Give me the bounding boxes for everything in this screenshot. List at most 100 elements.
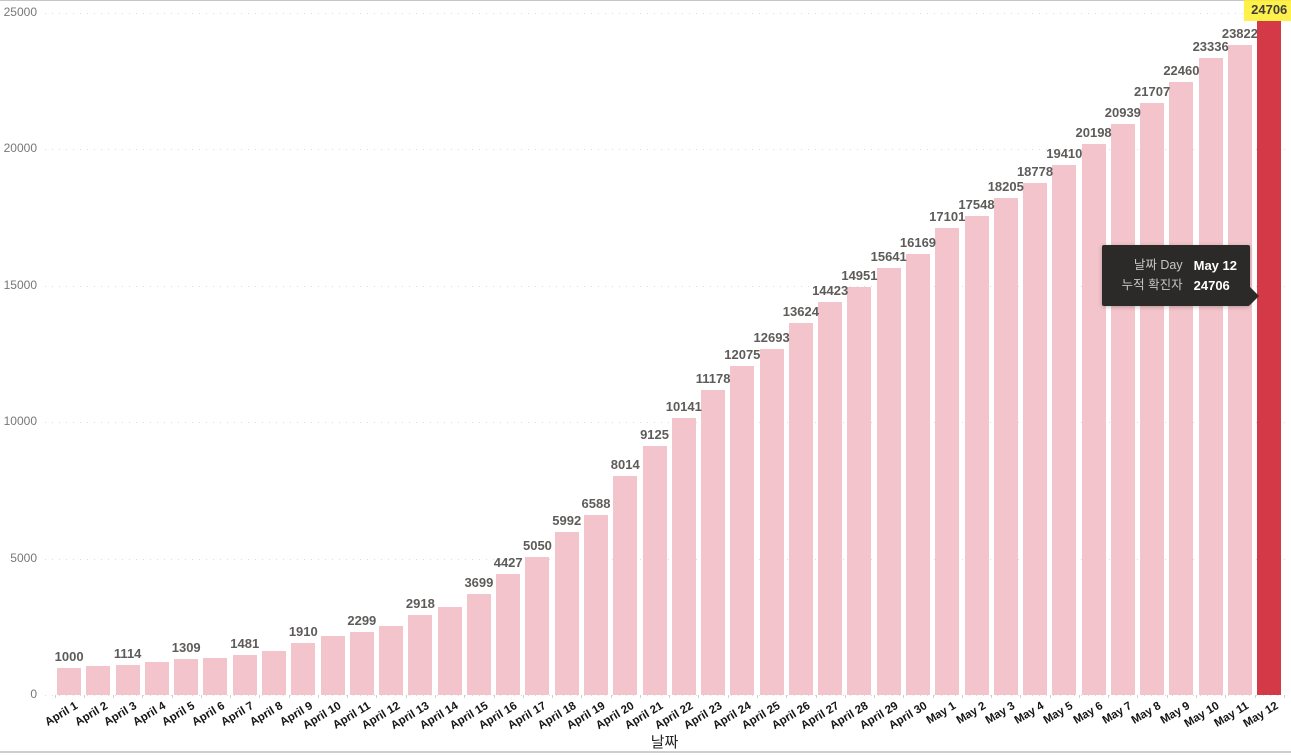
bar-data-label: 20198 [1075, 124, 1112, 140]
highlighted-data-label: 24706 [1244, 0, 1291, 22]
x-axis-tick [493, 695, 495, 698]
top-divider [0, 0, 1291, 1]
gridline [45, 149, 1291, 151]
bar-data-label: 19410 [1046, 146, 1083, 162]
bar-data-label: 2299 [347, 613, 377, 629]
x-axis-tick [464, 695, 466, 698]
bar-data-label: 13624 [782, 304, 819, 320]
bar[interactable] [701, 390, 726, 695]
x-axis-tick [932, 695, 934, 698]
x-axis-tick [844, 695, 846, 698]
bar-data-label: 22460 [1163, 63, 1200, 79]
bar[interactable] [642, 446, 667, 695]
x-axis-tick [200, 695, 202, 698]
x-axis-title: 날짜 [650, 734, 679, 751]
bar[interactable] [262, 650, 287, 695]
bar[interactable] [993, 198, 1018, 695]
x-axis-label: May 2 [954, 700, 988, 727]
bar[interactable] [1110, 123, 1135, 695]
bar-data-label: 2918 [405, 596, 435, 612]
gridline [45, 558, 1291, 560]
bar[interactable] [759, 348, 784, 695]
gridline [45, 695, 1291, 696]
bar-data-label: 17548 [958, 197, 995, 213]
y-axis-tick-label: 25000 [3, 5, 37, 19]
bar[interactable] [671, 418, 696, 695]
bar-data-label: 23822 [1221, 26, 1258, 42]
bar[interactable] [466, 594, 491, 695]
bar[interactable] [115, 664, 140, 695]
bar-data-label: 18778 [1016, 163, 1054, 179]
bar[interactable] [525, 557, 550, 695]
bar[interactable] [964, 216, 989, 695]
x-axis-tick [1020, 695, 1022, 698]
bar[interactable] [232, 654, 257, 695]
tooltip-day-value: May 12 [1193, 258, 1237, 273]
x-axis-tick [1166, 695, 1168, 698]
tooltip-total-value: 24706 [1193, 278, 1230, 293]
bar-data-label: 9125 [640, 427, 669, 443]
bar[interactable] [1257, 21, 1282, 695]
x-axis-tick [171, 695, 173, 698]
bar[interactable] [818, 301, 843, 695]
bar[interactable] [349, 632, 374, 695]
y-axis-tick-label: 0 [30, 687, 37, 701]
bar[interactable] [437, 606, 462, 695]
bar[interactable] [935, 228, 960, 695]
x-axis-tick [83, 695, 85, 698]
bar[interactable] [1052, 165, 1077, 695]
bar[interactable] [730, 365, 755, 695]
x-axis-tick [669, 695, 671, 698]
bar[interactable] [1169, 82, 1194, 695]
x-axis-label: May 1 [924, 700, 959, 727]
x-axis-label: April 6 [189, 700, 227, 729]
bar-data-label: 12075 [724, 346, 761, 362]
x-axis-label: April 3 [102, 700, 139, 729]
bar-data-label: 3699 [464, 575, 494, 591]
x-axis-tick [639, 695, 641, 698]
bar[interactable] [1081, 143, 1106, 695]
bar[interactable] [1023, 182, 1048, 695]
x-axis-tick [259, 695, 261, 698]
bar[interactable] [1198, 58, 1223, 695]
bar[interactable] [320, 636, 345, 695]
bar[interactable] [876, 268, 901, 695]
bar-data-label: 20939 [1104, 104, 1141, 120]
bar[interactable] [613, 476, 638, 695]
bar-data-label: 1481 [230, 635, 260, 651]
tooltip-arrow-icon [1250, 287, 1259, 305]
bar[interactable] [291, 642, 316, 695]
x-axis-label: April 2 [72, 700, 110, 729]
x-axis-label: April 4 [131, 700, 169, 729]
bar[interactable] [496, 574, 521, 695]
x-axis-tick [1225, 695, 1227, 698]
x-axis-label: April 1 [43, 700, 81, 729]
bar[interactable] [847, 287, 872, 695]
bar[interactable] [379, 625, 404, 695]
x-axis-label: April 8 [248, 700, 286, 729]
bar[interactable] [788, 323, 813, 695]
bar-data-label: 5992 [552, 512, 582, 528]
bar[interactable] [905, 253, 930, 695]
y-axis-tick-label: 15000 [3, 277, 37, 292]
bar[interactable] [1227, 45, 1252, 695]
x-axis-tick [786, 695, 788, 698]
bar[interactable] [203, 657, 228, 695]
bar[interactable] [408, 615, 433, 695]
bar[interactable] [1140, 102, 1165, 695]
gridline [45, 13, 1291, 14]
bar[interactable] [144, 662, 169, 695]
bar-data-label: 1910 [288, 623, 318, 639]
x-axis-tick [522, 695, 524, 698]
x-axis-tick [961, 695, 963, 698]
x-axis-label: May 3 [983, 700, 1017, 727]
x-axis-tick [874, 695, 876, 698]
bar[interactable] [86, 666, 111, 695]
x-axis-tick [1049, 695, 1051, 698]
bar[interactable] [554, 531, 579, 695]
bar[interactable] [583, 515, 608, 695]
bar[interactable] [174, 659, 199, 695]
bar[interactable] [57, 667, 82, 695]
x-axis-tick [727, 695, 729, 698]
